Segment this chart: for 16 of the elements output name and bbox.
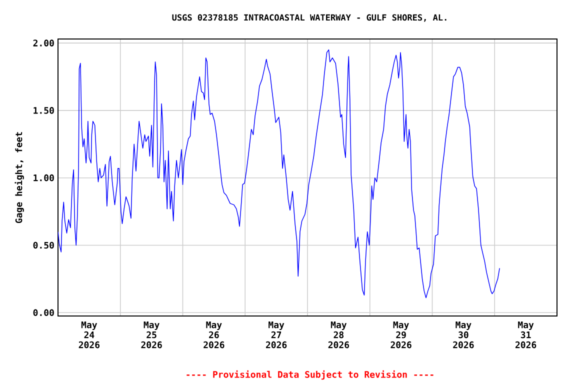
x-tick-label: May 28 2026	[328, 322, 350, 348]
x-tick-label: May 24 2026	[78, 322, 100, 348]
y-tick-label: 0.50	[33, 242, 54, 249]
y-tick-label: 2.00	[33, 40, 54, 46]
x-tick-label: May 25 2026	[141, 322, 162, 348]
x-tick-label: May 27 2026	[266, 322, 287, 348]
y-tick-label: 1.50	[34, 107, 54, 114]
x-tick-label: May 29 2026	[390, 322, 412, 348]
chart-title: USGS 02378185 INTRACOASTAL WATERWAY - GULF SHORES, AL.	[172, 14, 446, 22]
y-tick-label: 0.00	[33, 309, 54, 316]
x-tick-label: May 31 2026	[515, 322, 536, 348]
x-tick-label: May 26 2026	[204, 322, 224, 348]
x-tick-label: May 30 2026	[453, 322, 474, 348]
y-axis-title: Gage height, feet	[14, 132, 24, 224]
text: ---- Provisional Data Subject to Revision ----	[186, 370, 434, 380]
y-tick-label: 1.00	[34, 174, 54, 182]
